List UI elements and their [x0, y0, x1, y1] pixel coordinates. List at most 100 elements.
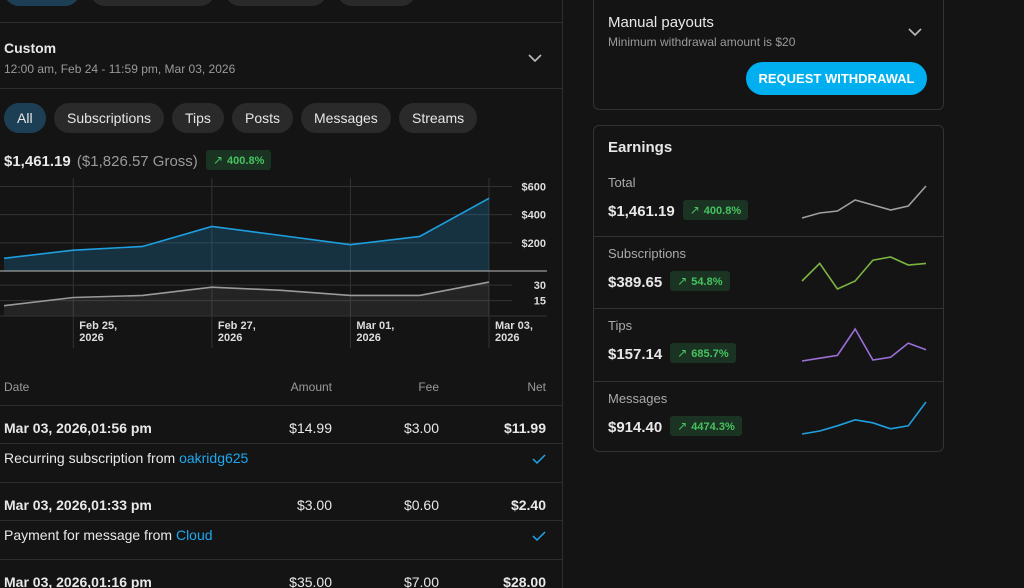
divider	[0, 559, 562, 560]
sparkline	[801, 256, 927, 291]
summary: $1,461.19 ($1,826.57 Gross) ↗ 400.8%	[4, 150, 272, 170]
check-icon	[532, 454, 546, 465]
earnings-amount: $914.40 ↗ 4474.3%	[608, 416, 742, 436]
chevron-down[interactable]	[527, 52, 543, 64]
payouts-title: Manual payouts	[608, 14, 714, 31]
transaction-description: Recurring subscription from oakridg625	[4, 450, 248, 466]
earnings-panel	[593, 125, 944, 452]
gross-total: ($1,826.57 Gross)	[76, 153, 198, 170]
change-badge: ↗ 400.8%	[205, 150, 272, 170]
y-tick-label: $200	[522, 238, 546, 250]
filter-tab[interactable]: Subscriptions	[54, 103, 165, 133]
change-value: 685.7%	[691, 348, 729, 360]
transaction-fee: $7.00	[403, 574, 439, 588]
divider	[0, 443, 562, 444]
y-tick-label: 15	[534, 296, 546, 308]
earnings-amount: $1,461.19 ↗ 400.8%	[608, 200, 749, 220]
filter-tab[interactable]: Streams	[399, 103, 478, 133]
transaction-amount: $35.00	[289, 574, 332, 588]
divider	[0, 88, 562, 89]
transaction-date: Mar 03, 2026,01:33 pm	[4, 497, 152, 513]
amount-value: $157.14	[608, 346, 663, 363]
top-tab[interactable]	[90, 0, 215, 6]
description-text: Recurring subscription from	[4, 450, 176, 466]
change-value: 54.8%	[691, 276, 723, 288]
y-tick-label: 30	[534, 280, 546, 292]
payouts-note: Minimum withdrawal amount is $20	[608, 35, 796, 49]
x-tick-label: Feb 27, 2026	[217, 320, 256, 344]
earnings-title: Earnings	[608, 139, 673, 156]
change-value: 400.8%	[227, 155, 265, 167]
column-divider	[562, 0, 563, 588]
change-badge: ↗ 54.8%	[670, 271, 730, 291]
change-badge: ↗ 4474.3%	[670, 416, 742, 436]
transaction-net: $2.40	[510, 497, 546, 513]
divider	[594, 308, 943, 309]
transaction-fee: $0.60	[403, 497, 439, 513]
filter-range: 12:00 am, Feb 24 - 11:59 pm, Mar 03, 202…	[4, 62, 236, 76]
sparkline-line	[801, 256, 927, 291]
filter-title: Custom	[4, 40, 57, 56]
earnings-label: Tips	[608, 318, 633, 333]
filter-tab[interactable]: Posts	[232, 103, 294, 133]
change-value: 400.8%	[703, 205, 742, 217]
top-tab[interactable]	[337, 0, 416, 6]
x-tick-label: Mar 01, 2026	[356, 320, 395, 344]
description-text: Payment for message from	[4, 527, 173, 543]
sparkline	[801, 401, 927, 435]
amount-value: $389.65	[608, 274, 663, 291]
transaction-amount: $14.99	[289, 420, 332, 436]
amount-value: $1,461.19	[608, 203, 675, 220]
transaction-date: Mar 03, 2026,01:16 pm	[4, 574, 152, 588]
withdraw-button[interactable]: REQUEST WITHDRAWAL	[746, 62, 927, 95]
transaction-fee: $3.00	[403, 420, 439, 436]
payouts-panel	[593, 0, 944, 110]
filter-tab[interactable]: Tips	[172, 103, 224, 133]
transaction-net: $28.00	[503, 574, 546, 588]
line	[3, 281, 490, 307]
y-tick-label: $400	[522, 210, 546, 222]
net-total: $1,461.19	[4, 153, 71, 170]
user-link[interactable]: Cloud	[175, 527, 213, 543]
y-tick-label: $600	[522, 181, 546, 193]
transaction-amount: $3.00	[296, 497, 332, 513]
chevron-down[interactable]	[907, 26, 923, 38]
x-tick-label: Feb 25, 2026	[79, 320, 118, 344]
area-fill	[4, 198, 489, 271]
earnings-label: Total	[608, 175, 636, 190]
divider	[594, 381, 943, 382]
sparkline	[801, 327, 927, 362]
top-tab[interactable]	[4, 0, 80, 6]
change-value: 4474.3%	[691, 421, 735, 433]
earnings-amount: $389.65 ↗ 54.8%	[608, 271, 730, 291]
earnings-label: Messages	[608, 391, 668, 406]
user-link[interactable]: oakridg625	[179, 450, 249, 466]
top-tab[interactable]	[225, 0, 327, 6]
x-tick-label: Mar 03, 2026	[495, 320, 533, 344]
line-fill	[4, 282, 489, 316]
column-header: Date	[4, 380, 30, 394]
column-header: Fee	[418, 380, 439, 394]
sparkline-line	[801, 185, 927, 219]
divider	[0, 482, 562, 483]
change-badge: ↗ 400.8%	[682, 200, 749, 220]
sparkline	[801, 185, 927, 219]
divider	[0, 520, 562, 521]
arrow-icon: ↗	[689, 203, 700, 217]
filter-tab[interactable]: All	[4, 103, 46, 133]
sparkline-line	[801, 327, 927, 362]
arrow-icon: ↗	[677, 346, 688, 360]
filter-tab[interactable]: Messages	[301, 103, 391, 133]
column-header: Amount	[290, 380, 332, 394]
sparkline-line	[801, 401, 927, 435]
transaction-description: Payment for message from Cloud	[4, 527, 213, 543]
transaction-date: Mar 03, 2026,01:56 pm	[4, 420, 152, 436]
column-header: Net	[527, 380, 546, 394]
divider	[0, 22, 562, 23]
change-badge: ↗ 685.7%	[670, 343, 736, 363]
arrow-icon: ↗	[677, 419, 688, 433]
earnings-amount: $157.14 ↗ 685.7%	[608, 343, 736, 363]
transaction-net: $11.99	[503, 420, 546, 436]
check-icon	[532, 531, 546, 542]
